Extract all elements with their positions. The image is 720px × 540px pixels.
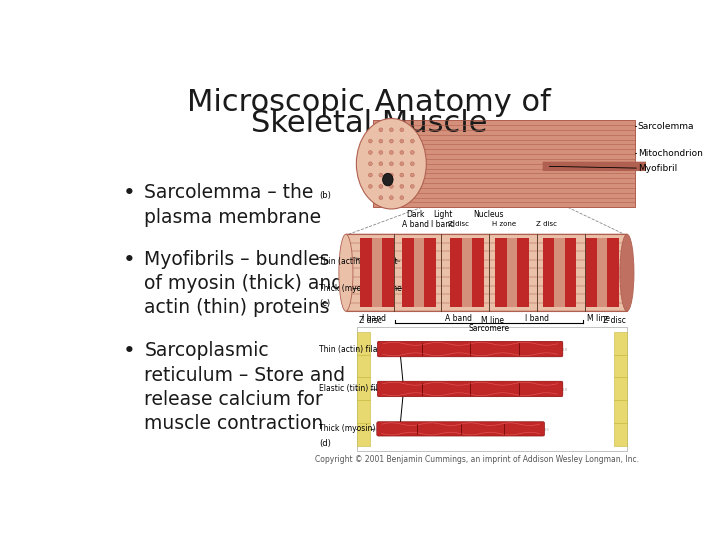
Text: M line: M line [588,314,611,323]
FancyBboxPatch shape [372,238,382,307]
Circle shape [390,173,393,177]
Text: Thick (myosin) filament: Thick (myosin) filament [319,424,410,434]
FancyBboxPatch shape [377,381,563,397]
Circle shape [379,173,383,177]
Text: Dark
A band: Dark A band [402,211,429,229]
Text: Myofibril: Myofibril [638,164,677,173]
Text: Elastic (titin) filaments: Elastic (titin) filaments [319,384,407,394]
Text: Microscopic Anatomy of: Microscopic Anatomy of [187,88,551,117]
FancyBboxPatch shape [597,238,607,307]
Ellipse shape [339,234,353,311]
Circle shape [390,185,393,188]
Text: Z disc: Z disc [359,316,382,325]
Circle shape [379,151,383,154]
FancyBboxPatch shape [462,238,472,307]
Circle shape [410,151,414,154]
Circle shape [379,128,383,132]
FancyBboxPatch shape [373,120,634,207]
Text: Copyright © 2001 Benjamin Cummings, an imprint of Addison Wesley Longman, Inc.: Copyright © 2001 Benjamin Cummings, an i… [315,455,639,464]
Circle shape [390,128,393,132]
Circle shape [390,139,393,143]
Circle shape [410,139,414,143]
FancyBboxPatch shape [357,332,370,447]
Circle shape [400,139,404,143]
FancyBboxPatch shape [414,238,424,307]
Circle shape [379,139,383,143]
Circle shape [369,185,372,188]
Circle shape [369,139,372,143]
FancyBboxPatch shape [554,238,564,307]
FancyBboxPatch shape [357,327,627,451]
Circle shape [410,185,414,188]
FancyBboxPatch shape [402,238,436,307]
Text: Mitochondrion: Mitochondrion [638,149,703,158]
Text: A band: A band [445,314,472,323]
Text: H zone: H zone [492,221,516,227]
Text: Myofibrils – bundles
of myosin (thick) and
actin (thin) proteins: Myofibrils – bundles of myosin (thick) a… [145,250,343,318]
Text: •: • [122,250,135,270]
Text: I band: I band [362,314,386,323]
Text: Sarcolemma: Sarcolemma [638,122,694,131]
Text: I band: I band [525,314,549,323]
Circle shape [410,162,414,166]
FancyBboxPatch shape [346,234,627,311]
Text: Sarcomere: Sarcomere [469,325,510,333]
Text: Sarcolemma – the
plasma membrane: Sarcolemma – the plasma membrane [145,183,322,227]
Text: Nucleus: Nucleus [474,211,504,219]
Circle shape [400,162,404,166]
FancyBboxPatch shape [495,238,528,307]
Text: Light
I band: Light I band [431,211,455,229]
Ellipse shape [620,234,634,311]
FancyBboxPatch shape [543,238,577,307]
FancyBboxPatch shape [507,238,517,307]
Text: Z disc: Z disc [603,316,626,325]
Ellipse shape [382,173,393,186]
Circle shape [369,151,372,154]
FancyBboxPatch shape [377,341,563,357]
FancyBboxPatch shape [614,332,627,447]
Ellipse shape [356,118,426,209]
Circle shape [369,173,372,177]
Text: •: • [122,183,135,203]
Text: (c): (c) [319,299,330,308]
Text: Sarcoplasmic
reticulum – Store and
release calcium for
muscle contraction: Sarcoplasmic reticulum – Store and relea… [145,341,346,433]
Text: Z disc: Z disc [536,221,557,227]
Circle shape [369,162,372,166]
Circle shape [390,196,393,200]
Circle shape [400,173,404,177]
Text: •: • [122,341,135,361]
Text: Thin (actin) filament: Thin (actin) filament [319,345,397,354]
Text: (d): (d) [319,439,330,448]
Text: Thick (myosin) filament: Thick (myosin) filament [319,284,410,293]
Circle shape [410,173,414,177]
FancyBboxPatch shape [450,238,484,307]
Circle shape [390,162,393,166]
Circle shape [400,128,404,132]
Text: (b): (b) [319,191,330,200]
Text: M line: M line [481,316,504,325]
Text: Z disc: Z disc [448,221,469,227]
Text: Thin (actin) filament: Thin (actin) filament [319,256,397,266]
Circle shape [379,196,383,200]
Circle shape [390,151,393,154]
Circle shape [400,151,404,154]
Circle shape [379,185,383,188]
FancyBboxPatch shape [585,238,618,307]
Circle shape [379,162,383,166]
FancyBboxPatch shape [360,238,394,307]
Circle shape [400,196,404,200]
Text: Skeletal Muscle: Skeletal Muscle [251,109,487,138]
FancyBboxPatch shape [543,161,651,171]
Circle shape [400,185,404,188]
FancyBboxPatch shape [377,422,544,436]
